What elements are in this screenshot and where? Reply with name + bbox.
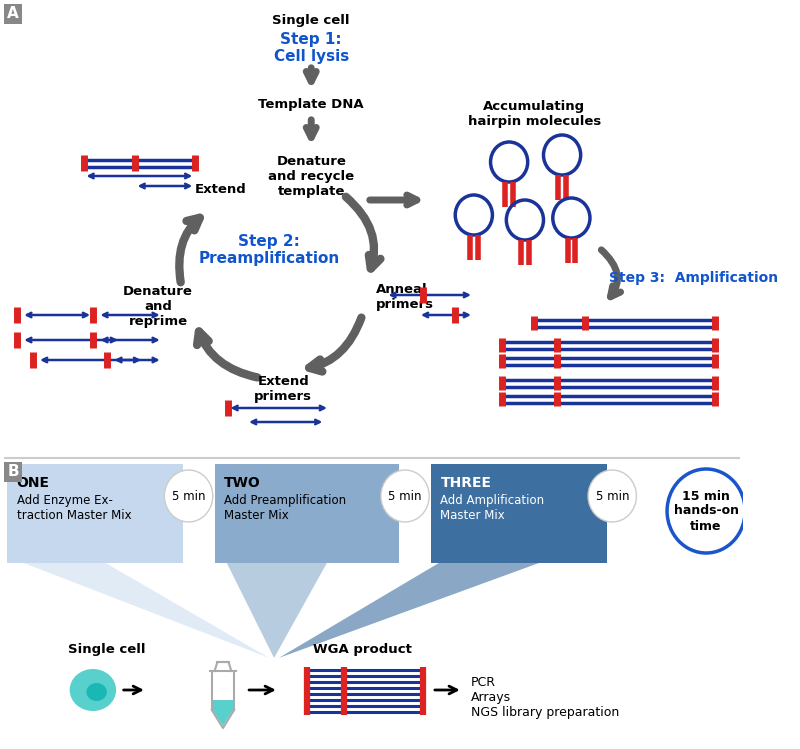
- FancyBboxPatch shape: [431, 464, 606, 563]
- Text: Step 3:  Amplification: Step 3: Amplification: [609, 271, 778, 285]
- Text: 15 min
hands-on
time: 15 min hands-on time: [674, 490, 738, 533]
- Text: 5 min: 5 min: [595, 490, 629, 503]
- FancyBboxPatch shape: [4, 462, 22, 482]
- Text: B: B: [7, 464, 19, 479]
- Ellipse shape: [86, 683, 107, 701]
- Text: TWO: TWO: [224, 476, 261, 490]
- Text: Single cell: Single cell: [68, 643, 146, 656]
- Text: Add Preamplification
Master Mix: Add Preamplification Master Mix: [224, 494, 346, 522]
- Polygon shape: [213, 700, 233, 726]
- Text: ONE: ONE: [17, 476, 50, 490]
- Text: Extend
primers: Extend primers: [254, 375, 312, 403]
- Text: THREE: THREE: [440, 476, 491, 490]
- Text: Extend: Extend: [195, 183, 247, 196]
- Circle shape: [588, 470, 637, 522]
- Text: Template DNA: Template DNA: [258, 98, 364, 111]
- Circle shape: [165, 470, 213, 522]
- Polygon shape: [278, 561, 545, 658]
- Polygon shape: [18, 561, 270, 658]
- Text: Denature
and recycle
template: Denature and recycle template: [268, 155, 354, 198]
- Text: 5 min: 5 min: [388, 490, 422, 503]
- FancyBboxPatch shape: [4, 4, 22, 24]
- Text: Anneal
primers: Anneal primers: [376, 283, 434, 311]
- Text: Denature
and
reprime: Denature and reprime: [123, 285, 193, 328]
- Text: Add Amplification
Master Mix: Add Amplification Master Mix: [440, 494, 545, 522]
- FancyBboxPatch shape: [214, 464, 399, 563]
- Text: Accumulating
hairpin molecules: Accumulating hairpin molecules: [467, 100, 601, 128]
- Text: Single cell: Single cell: [273, 14, 350, 27]
- Text: Step 1:
Cell lysis: Step 1: Cell lysis: [274, 32, 349, 64]
- Text: WGA product: WGA product: [313, 643, 412, 656]
- Text: 5 min: 5 min: [172, 490, 206, 503]
- Text: A: A: [7, 7, 19, 22]
- FancyBboxPatch shape: [7, 464, 183, 563]
- Text: Step 2:
Preamplification: Step 2: Preamplification: [199, 234, 340, 266]
- Circle shape: [381, 470, 430, 522]
- Ellipse shape: [70, 669, 116, 711]
- Text: PCR
Arrays
NGS library preparation: PCR Arrays NGS library preparation: [471, 676, 619, 719]
- Polygon shape: [226, 561, 328, 658]
- Text: Add Enzyme Ex-
traction Master Mix: Add Enzyme Ex- traction Master Mix: [17, 494, 131, 522]
